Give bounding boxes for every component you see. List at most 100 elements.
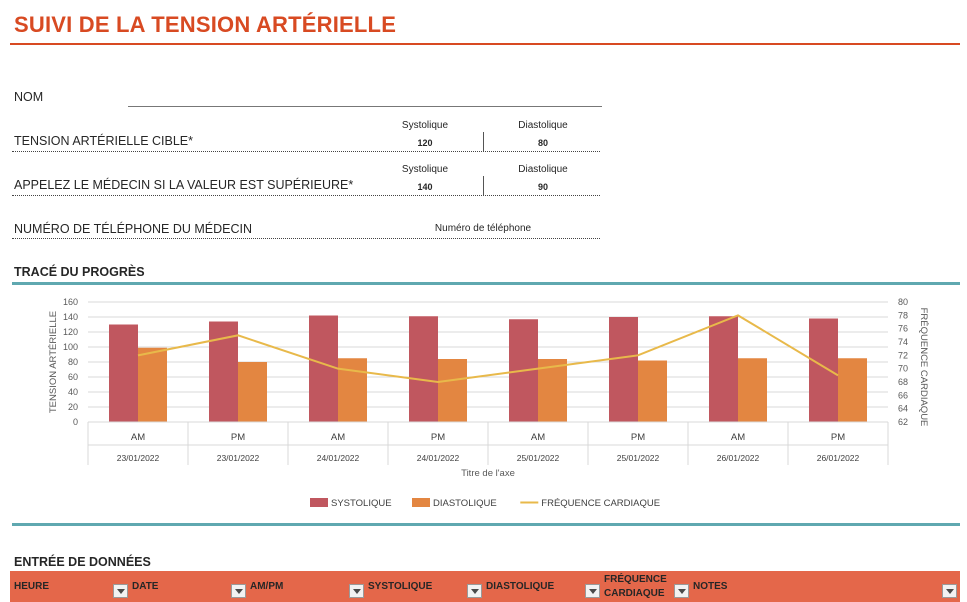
- y2-tick-label: 68: [898, 377, 908, 387]
- col-systolique: SYSTOLIQUE: [368, 581, 433, 592]
- filter-dropdown-date[interactable]: [231, 584, 246, 598]
- y2-tick-label: 78: [898, 310, 908, 320]
- y-tick-label: 80: [68, 357, 78, 367]
- x-tick-label: AM: [331, 432, 345, 443]
- x-tick-label: AM: [131, 432, 145, 443]
- y-tick-label: 20: [68, 402, 78, 412]
- x-tick-label: AM: [531, 432, 545, 443]
- x-axis-title: Titre de l'axe: [461, 468, 515, 479]
- y-tick-label: 160: [63, 297, 78, 307]
- blood-pressure-chart[interactable]: TENSION ARTÉRIELLE FRÉQUENCE CARDIAQUE T…: [16, 287, 956, 523]
- doctor-phone-line: [12, 238, 600, 239]
- col-notes: NOTES: [693, 581, 728, 592]
- y-axis-title: TENSION ARTÉRIELLE: [48, 311, 59, 413]
- target-separator: [483, 132, 484, 151]
- bar-diastolique: [838, 358, 867, 422]
- y2-tick-label: 80: [898, 297, 908, 307]
- y2-tick-label: 76: [898, 324, 908, 334]
- col-frequence-cardiaque: FRÉQUENCE CARDIAQUE: [604, 571, 667, 602]
- bar-diastolique: [438, 359, 467, 422]
- call-systolic-value[interactable]: 140: [417, 182, 433, 192]
- col-heure: HEURE: [14, 581, 50, 592]
- target-diastolic-value[interactable]: 80: [537, 138, 548, 148]
- chevron-down-icon: [116, 588, 125, 594]
- bar-systolique: [109, 324, 138, 422]
- progress-bottom-rule: [12, 523, 960, 526]
- x-date-label: 26/01/2022: [717, 453, 760, 463]
- chevron-down-icon: [677, 588, 686, 594]
- call-doctor-label: APPELEZ LE MÉDECIN SI LA VALEUR EST SUPÉ…: [14, 178, 354, 192]
- col-ampm: AM/PM: [250, 581, 284, 592]
- x-date-label: 23/01/2022: [217, 453, 260, 463]
- target-bp-line: [12, 151, 600, 152]
- target-diastolic-header: Diastolique: [518, 120, 568, 131]
- target-bp-label: TENSION ARTÉRIELLE CIBLE*: [14, 134, 193, 148]
- x-date-label: 24/01/2022: [317, 453, 360, 463]
- x-tick-label: AM: [731, 432, 745, 443]
- bar-systolique: [809, 318, 838, 422]
- y2-tick-label: 74: [898, 337, 908, 347]
- bar-systolique: [309, 315, 338, 422]
- col-date: DATE: [132, 581, 159, 592]
- page-title: SUIVI DE LA TENSION ARTÉRIELLE: [14, 12, 397, 37]
- y2-tick-label: 64: [898, 404, 908, 414]
- col-frequence-line2: CARDIAQUE: [604, 587, 665, 599]
- legend-swatch: [310, 498, 328, 507]
- bar-diastolique: [238, 362, 267, 422]
- call-diastolic-header: Diastolique: [518, 164, 568, 175]
- doctor-phone-label: NUMÉRO DE TÉLÉPHONE DU MÉDECIN: [14, 222, 252, 236]
- y2-tick-label: 62: [898, 417, 908, 427]
- y-tick-label: 40: [68, 387, 78, 397]
- title-underline: [10, 43, 960, 45]
- legend-label: FRÉQUENCE CARDIAQUE: [541, 498, 660, 509]
- filter-dropdown-notes[interactable]: [942, 584, 957, 598]
- y2-tick-label: 70: [898, 364, 908, 374]
- bar-diastolique: [538, 359, 567, 422]
- doctor-phone-value[interactable]: Numéro de téléphone: [434, 223, 532, 234]
- filter-dropdown-ampm[interactable]: [349, 584, 364, 598]
- progress-section-title: TRACÉ DU PROGRÈS: [14, 265, 145, 279]
- filter-dropdown-frequence[interactable]: [674, 584, 689, 598]
- filter-dropdown-heure[interactable]: [113, 584, 128, 598]
- line-frequence-cardiaque: [137, 314, 839, 384]
- target-systolic-header: Systolique: [401, 120, 449, 131]
- x-date-label: 23/01/2022: [117, 453, 160, 463]
- filter-dropdown-diastolique[interactable]: [585, 584, 600, 598]
- chevron-down-icon: [945, 588, 954, 594]
- y-tick-label: 100: [63, 342, 78, 352]
- legend-swatch: [412, 498, 430, 507]
- x-tick-label: PM: [631, 432, 645, 443]
- chevron-down-icon: [234, 588, 243, 594]
- y-tick-label: 0: [73, 417, 78, 427]
- y-tick-label: 120: [63, 327, 78, 337]
- call-systolic-header: Systolique: [401, 164, 449, 175]
- x-date-label: 25/01/2022: [617, 453, 660, 463]
- bar-diastolique: [738, 358, 767, 422]
- bar-systolique: [709, 316, 738, 422]
- filter-dropdown-systolique[interactable]: [467, 584, 482, 598]
- bar-diastolique: [638, 360, 667, 422]
- y-tick-label: 60: [68, 372, 78, 382]
- legend-label: DIASTOLIQUE: [433, 498, 497, 509]
- target-systolic-value[interactable]: 120: [417, 138, 433, 148]
- col-diastolique: DIASTOLIQUE: [486, 581, 555, 592]
- legend-label: SYSTOLIQUE: [331, 498, 392, 509]
- x-tick-label: PM: [831, 432, 845, 443]
- data-entry-title: ENTRÉE DE DONNÉES: [14, 555, 151, 569]
- bar-diastolique: [138, 347, 167, 422]
- chevron-down-icon: [588, 588, 597, 594]
- x-tick-label: PM: [231, 432, 245, 443]
- name-label: NOM: [14, 90, 44, 104]
- data-entry-table-header: HEURE DATE AM/PM SYSTOLIQUE DIASTOLIQUE …: [10, 571, 960, 602]
- x-tick-label: PM: [431, 432, 445, 443]
- name-field[interactable]: [128, 106, 602, 107]
- y2-tick-label: 72: [898, 350, 908, 360]
- y-tick-label: 140: [63, 312, 78, 322]
- y2-axis-title: FRÉQUENCE CARDIAQUE: [918, 308, 929, 427]
- bar-systolique: [409, 316, 438, 422]
- x-date-label: 25/01/2022: [517, 453, 560, 463]
- bar-diastolique: [338, 358, 367, 422]
- chevron-down-icon: [470, 588, 479, 594]
- call-diastolic-value[interactable]: 90: [537, 182, 548, 192]
- col-frequence-line1: FRÉQUENCE: [604, 574, 667, 585]
